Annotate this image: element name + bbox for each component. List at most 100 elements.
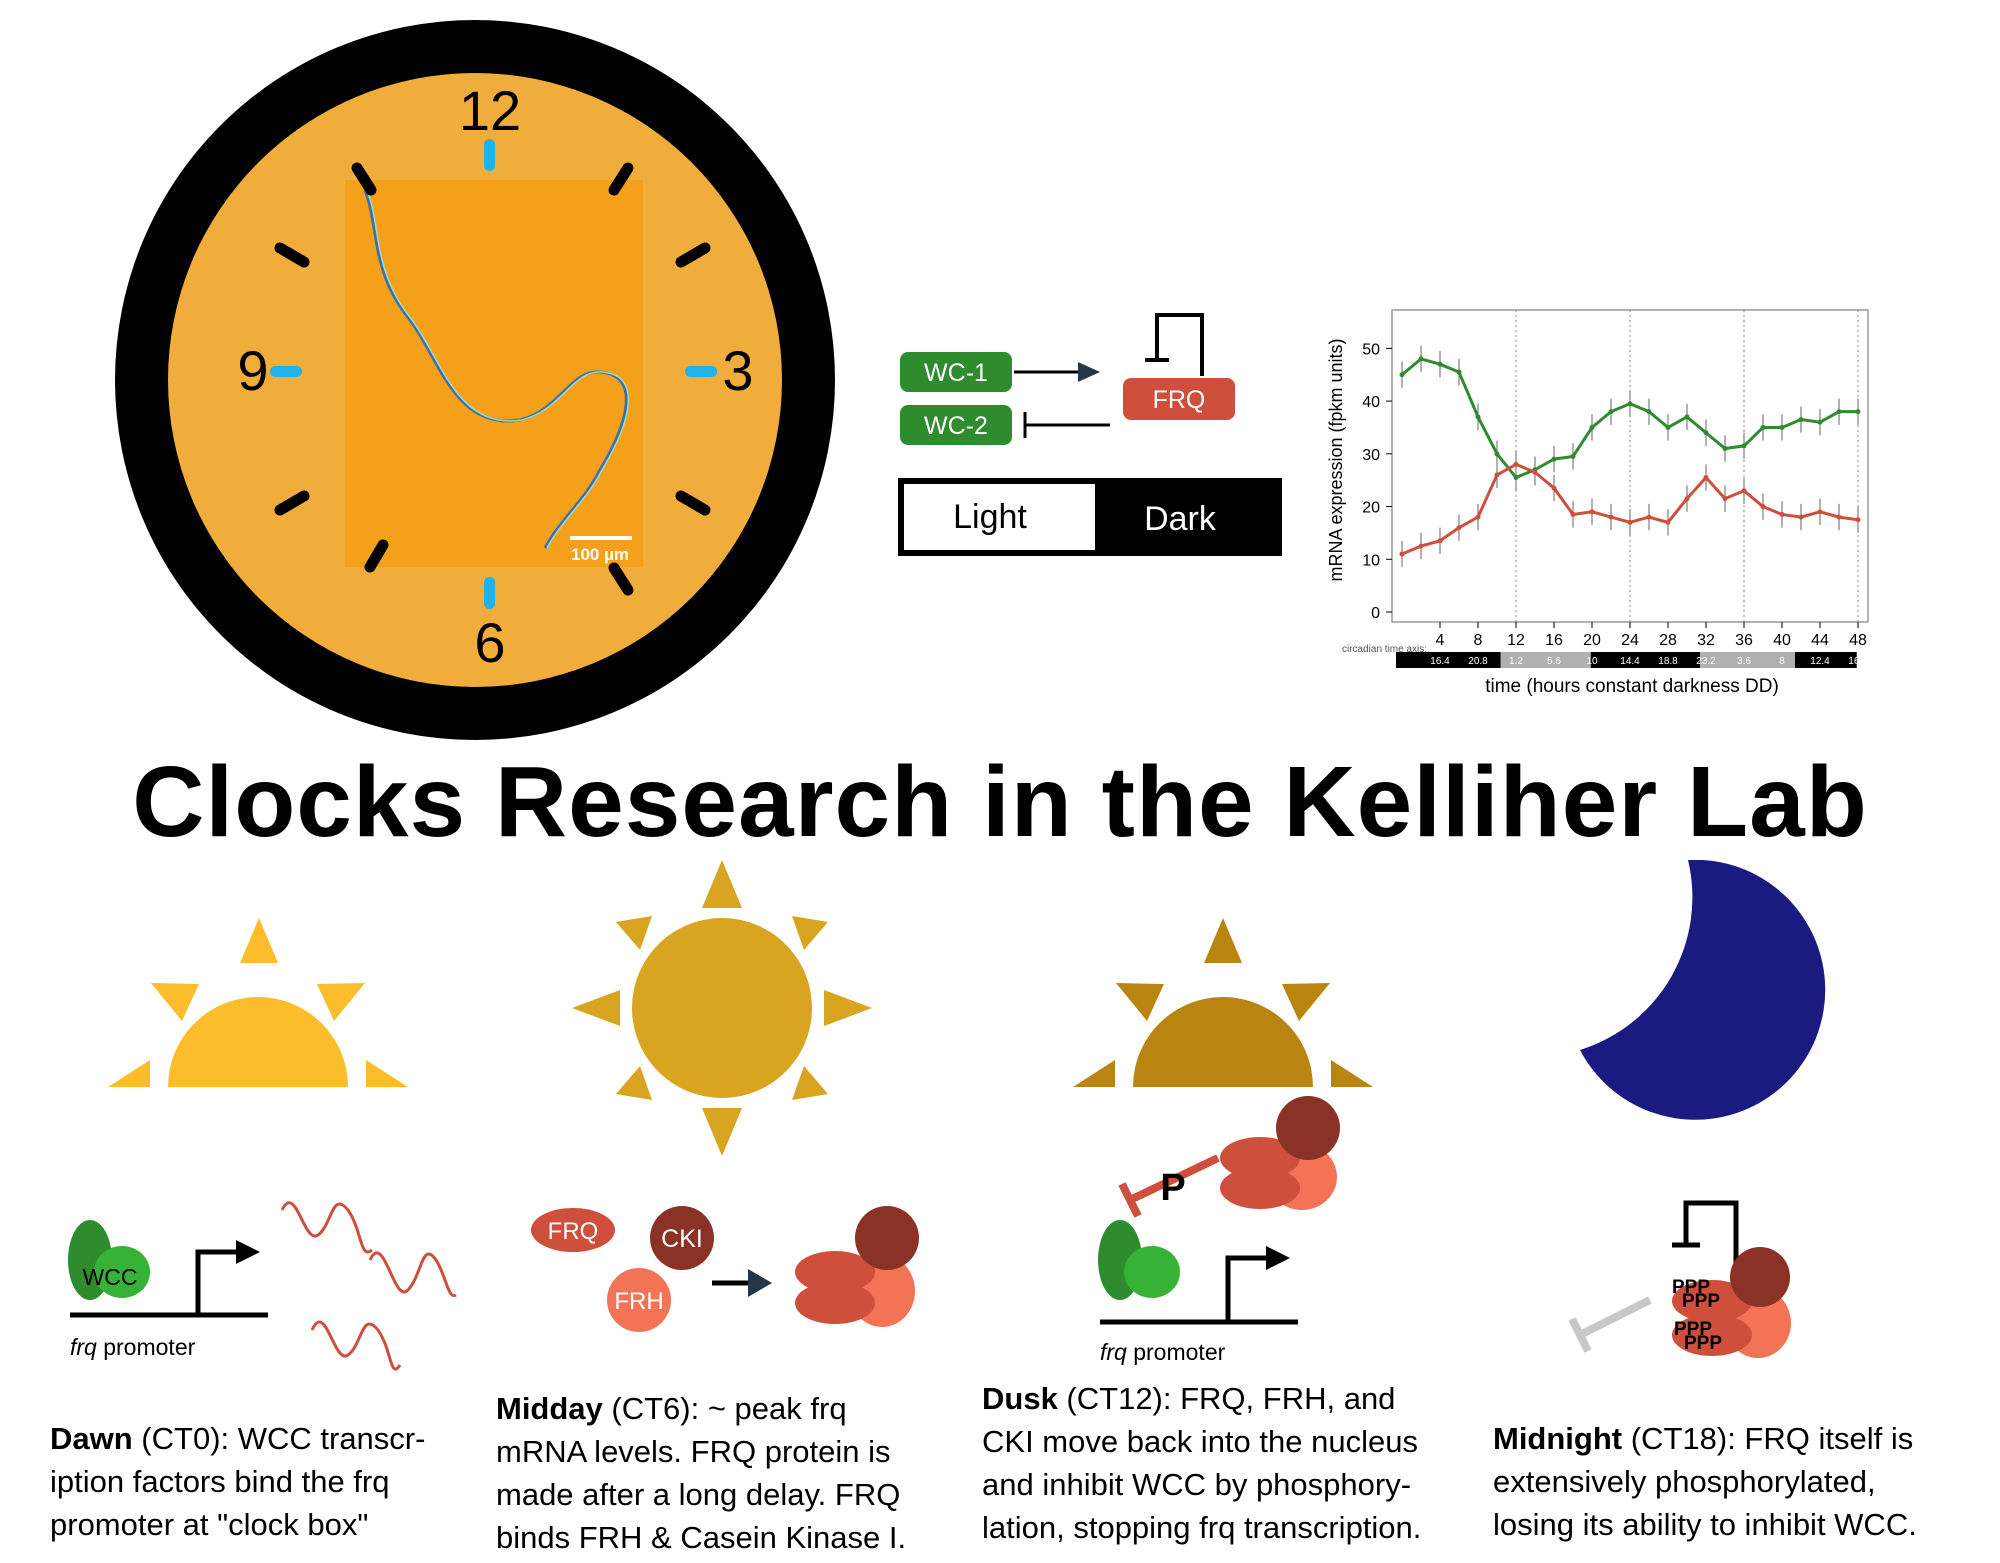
y-tick-label: 0	[1371, 605, 1380, 622]
wc2-label: WC-2	[924, 412, 988, 440]
midnight-complex-frq-bottom	[1672, 1314, 1752, 1356]
clock-number-12: 12	[459, 79, 521, 142]
midnight-caption: Midnight (CT18): FRQ itself is extensive…	[1493, 1417, 1993, 1546]
dawn-promoter-label: frq promoter	[70, 1334, 196, 1360]
circadian-block	[1396, 652, 1501, 668]
data-point	[1798, 417, 1804, 423]
midday-cki-label: CKI	[661, 1225, 703, 1253]
minor-ticks	[274, 162, 711, 596]
dawn-promoter-arrowhead	[236, 1240, 260, 1264]
ppp-label-3: PPP	[1674, 1319, 1712, 1340]
circadian-block	[1500, 652, 1591, 668]
data-point	[1855, 409, 1861, 415]
data-point	[1836, 514, 1842, 520]
circadian-axis-label: circadian time axis:	[1342, 644, 1427, 655]
dawn-caption-bold: Dawn	[50, 1421, 133, 1456]
micrograph-image	[345, 180, 643, 567]
midday-diagram: FRQ CKI FRH	[531, 1206, 919, 1332]
midnight-weak-inhibition-bar	[1568, 1317, 1592, 1353]
y-axis-label: mRNA expression (fpkm units)	[1326, 338, 1346, 581]
dusk-caption-line-2: CKI move back into the nucleus	[982, 1424, 1418, 1459]
data-point	[1418, 356, 1424, 362]
y-tick-label: 10	[1362, 552, 1380, 569]
data-point	[1627, 401, 1633, 407]
data-point	[1684, 496, 1690, 502]
dawn-sun-icon	[108, 918, 408, 1087]
dusk-caption: Dusk (CT12): FRQ, FRH, and CKI move back…	[982, 1377, 1502, 1549]
data-point	[1665, 519, 1671, 525]
data-point	[1494, 472, 1500, 478]
x-tick-label: 48	[1849, 632, 1867, 649]
data-point	[1437, 538, 1443, 544]
complex-frq-top	[795, 1251, 875, 1293]
circadian-tick-label: 16.8	[1848, 656, 1868, 667]
data-point	[1608, 514, 1614, 520]
dusk-promoter-label: frq promoter	[1100, 1339, 1226, 1365]
data-point	[1475, 414, 1481, 420]
data-point	[1456, 369, 1462, 375]
scale-bar-label: 100 µm	[571, 545, 629, 564]
wc1-box	[900, 352, 1012, 392]
circadian-tick-label: 1.2	[1509, 656, 1523, 667]
midday-caption-line-4: binds FRH & Casein Kinase I.	[496, 1520, 907, 1555]
data-point	[1703, 475, 1709, 481]
dusk-promoter-arrow	[1225, 1255, 1270, 1322]
tick-9	[270, 366, 302, 377]
complex-frq-bottom	[795, 1282, 875, 1324]
circadian-tick-label: 20.8	[1468, 656, 1488, 667]
dusk-inhibition-line	[1128, 1154, 1220, 1204]
x-tick-label: 16	[1545, 632, 1563, 649]
data-point	[1570, 453, 1576, 459]
data-point	[1646, 514, 1652, 520]
dusk-promoter-italic: frq	[1100, 1339, 1127, 1365]
tick-12	[484, 139, 495, 171]
page-title: Clocks Research in the Kelliher Lab	[132, 746, 1868, 858]
x-tick-label: 36	[1735, 632, 1753, 649]
dusk-complex-frq-top	[1220, 1137, 1300, 1179]
wcc-label: WCC	[83, 1264, 138, 1290]
data-point	[1532, 469, 1538, 475]
circadian-tick-label: 23.2	[1696, 656, 1716, 667]
data-point	[1760, 424, 1766, 430]
dusk-wcc-light-blob	[1124, 1246, 1180, 1298]
complex-cki	[855, 1206, 919, 1270]
feedback-loop-diagram: WC-1 WC-2 FRQ Light Dark	[898, 313, 1282, 556]
x-tick-label: 40	[1773, 632, 1791, 649]
midnight-complex-frq-top	[1672, 1280, 1752, 1322]
circadian-tick-label: 3.6	[1737, 656, 1751, 667]
chart-series	[1399, 345, 1861, 568]
midday-caption-line-1: (CT6): ~ peak frq	[602, 1391, 847, 1426]
circadian-tick-label: 14.4	[1620, 656, 1640, 667]
frq-box	[1123, 378, 1235, 420]
data-point	[1570, 511, 1576, 517]
data-point	[1741, 488, 1747, 494]
dark-label: Dark	[1144, 500, 1217, 538]
circadian-tick-label: 18.8	[1658, 656, 1678, 667]
circadian-tick-label: 10	[1586, 656, 1598, 667]
data-point	[1494, 451, 1500, 457]
data-point	[1475, 514, 1481, 520]
clock-illustration: 100 µm 12 3 6 9	[115, 20, 835, 740]
data-point	[1722, 496, 1728, 502]
tick-3	[685, 366, 717, 377]
x-tick-label: 28	[1659, 632, 1677, 649]
data-point	[1399, 372, 1405, 378]
x-tick-label: 8	[1474, 632, 1483, 649]
y-tick-label: 30	[1362, 447, 1380, 464]
data-point	[1513, 461, 1519, 467]
circadian-tick-label: 12.4	[1810, 656, 1830, 667]
activation-arrowhead	[1078, 362, 1100, 382]
dusk-inhibition-bar	[1118, 1182, 1142, 1218]
wc2-box	[900, 405, 1012, 445]
data-point	[1817, 419, 1823, 425]
data-point	[1437, 361, 1443, 367]
y-tick-label: 20	[1362, 500, 1380, 517]
y-tick-label: 50	[1362, 341, 1380, 358]
wc1-label: WC-1	[924, 359, 988, 387]
data-point	[1589, 424, 1595, 430]
tick-6	[484, 577, 495, 609]
data-point	[1399, 551, 1405, 557]
dusk-diagram: P frq promoter	[1098, 1096, 1340, 1365]
circadian-block	[1700, 652, 1795, 668]
